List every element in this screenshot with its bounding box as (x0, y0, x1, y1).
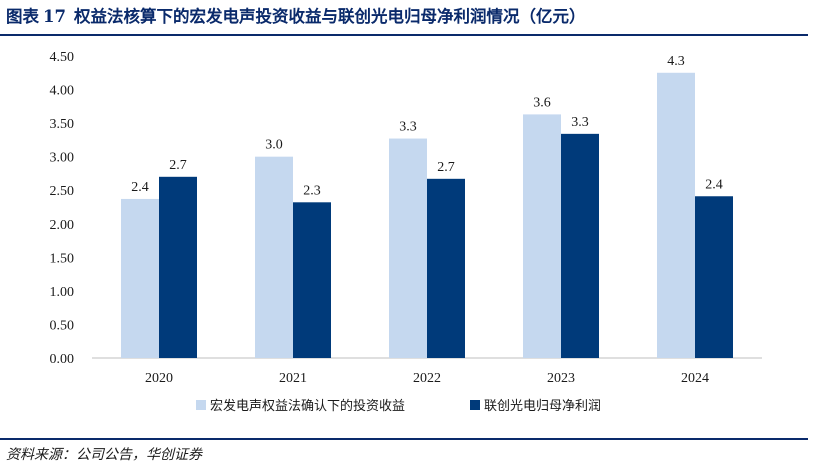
y-tick-label: 0.00 (50, 352, 75, 367)
bar-investment-income (121, 198, 159, 358)
x-tick-label: 2021 (279, 371, 307, 386)
y-tick-label: 1.00 (50, 285, 75, 300)
data-label: 3.0 (265, 138, 283, 153)
figure-number: 17 (43, 7, 66, 26)
bar-net-profit (293, 202, 331, 358)
data-label: 2.3 (303, 183, 321, 198)
bar-chart: 0.00 0.50 1.00 1.50 2.00 2.50 3.00 3.50 4.00 4.50… (50, 50, 762, 414)
data-label: 3.6 (533, 95, 551, 110)
y-tick-label: 2.50 (50, 184, 75, 199)
data-label: 3.3 (571, 115, 589, 130)
bar-investment-income (389, 138, 427, 358)
figure-title-text: 权益法核算下的宏发电声投资收益与联创光电归母净利润情况（亿元） (73, 7, 586, 26)
data-label: 3.3 (399, 120, 417, 135)
x-tick-label: 2022 (413, 371, 441, 386)
bar-net-profit (561, 133, 599, 358)
top-rule (0, 34, 808, 36)
y-tick-label: 3.00 (50, 151, 75, 166)
legend-swatch (470, 400, 480, 410)
y-tick-label: 4.50 (50, 50, 75, 65)
data-label: 2.4 (131, 180, 149, 195)
y-tick-label: 2.00 (50, 218, 75, 233)
bar-investment-income (255, 156, 293, 358)
data-label: 2.7 (437, 160, 455, 175)
bar-investment-income (657, 72, 695, 359)
x-tick-label: 2023 (547, 371, 575, 386)
figure-label: 图表 (6, 7, 39, 26)
data-label: 2.7 (169, 158, 187, 173)
legend-label: 宏发电声权益法确认下的投资收益 (210, 398, 405, 414)
data-label: 4.3 (667, 54, 685, 69)
source-note: 资料来源：公司公告，华创证券 (6, 447, 202, 463)
data-label: 2.4 (705, 177, 723, 192)
bar-net-profit (695, 196, 733, 358)
bar-net-profit (427, 178, 465, 358)
x-tick-label: 2024 (681, 371, 709, 386)
legend-label: 联创光电归母净利润 (484, 399, 601, 414)
y-tick-label: 3.50 (50, 117, 75, 132)
bar-investment-income (523, 114, 561, 359)
legend-swatch (196, 400, 206, 410)
figure-title: 图表 17 权益法核算下的宏发电声投资收益与联创光电归母净利润情况（亿元） (6, 6, 806, 28)
y-tick-label: 0.50 (50, 318, 75, 333)
bottom-rule (0, 438, 808, 440)
y-tick-label: 4.00 (50, 84, 75, 99)
y-tick-label: 1.50 (50, 251, 75, 266)
x-tick-label: 2020 (145, 371, 173, 386)
bar-net-profit (159, 176, 197, 358)
